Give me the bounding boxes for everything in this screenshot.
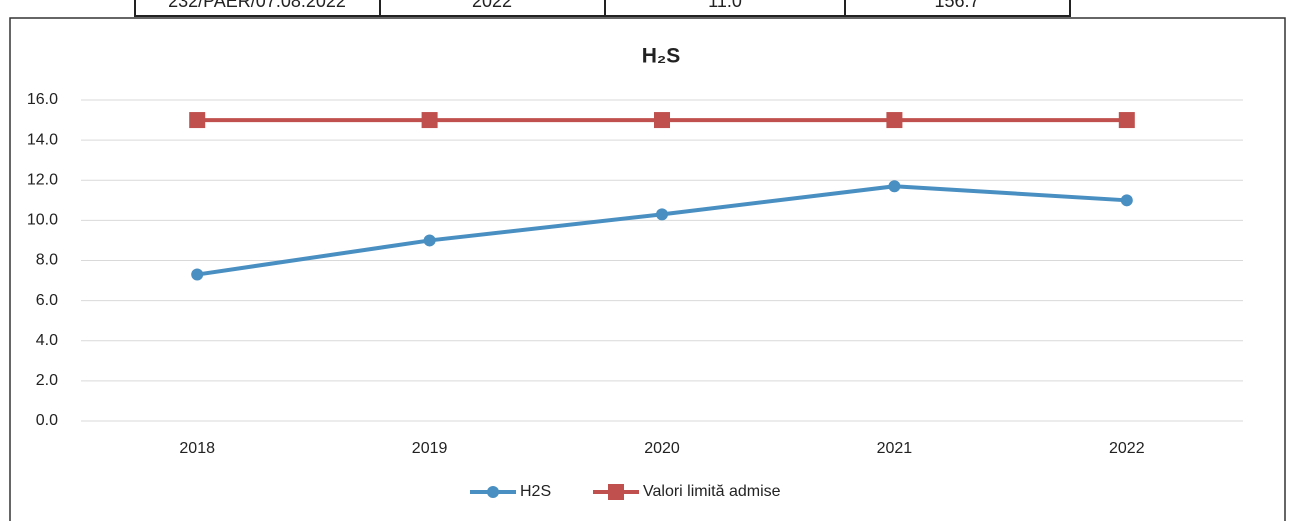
point [191,268,204,281]
point [423,234,436,247]
y-tick-label: 6.0 [36,292,58,309]
y-tick-label: 14.0 [27,131,58,148]
point [189,112,206,129]
legend-marker [608,484,624,500]
x-tick-label: 2019 [412,440,448,457]
point [654,112,670,129]
legend-label: H2S [520,483,551,500]
y-tick-label: 10.0 [27,212,58,229]
point [1120,194,1133,207]
legend-marker [487,486,499,498]
table-fragment: 232/PAER/07.08.2022 2022 11.0 156.7 [134,0,1071,17]
x-tick-label: 2018 [179,440,215,457]
y-tick-label: 4.0 [36,332,58,349]
table-border [134,0,1071,17]
legend-label: Valori limită admise [643,483,781,500]
table-cell: 232/PAER/07.08.2022 [168,0,346,11]
table-cell: 156.7 [934,0,979,11]
chart-frame [9,17,1286,521]
point [1118,112,1135,129]
point [886,112,903,129]
y-tick-label: 8.0 [36,252,58,269]
point [421,112,438,129]
y-tick-label: 2.0 [36,372,58,389]
point [888,180,901,193]
y-tick-label: 0.0 [36,412,58,429]
chart-title: H₂S [642,45,681,68]
point [656,208,668,221]
x-tick-label: 2022 [1109,440,1145,457]
y-tick-label: 12.0 [27,171,58,188]
x-tick-label: 2020 [644,440,680,457]
table-cell: 2022 [472,0,512,11]
x-tick-label: 2021 [877,440,913,457]
series-line [196,184,1127,277]
table-cell: 11.0 [708,0,742,11]
y-tick-label: 16.0 [27,91,58,108]
